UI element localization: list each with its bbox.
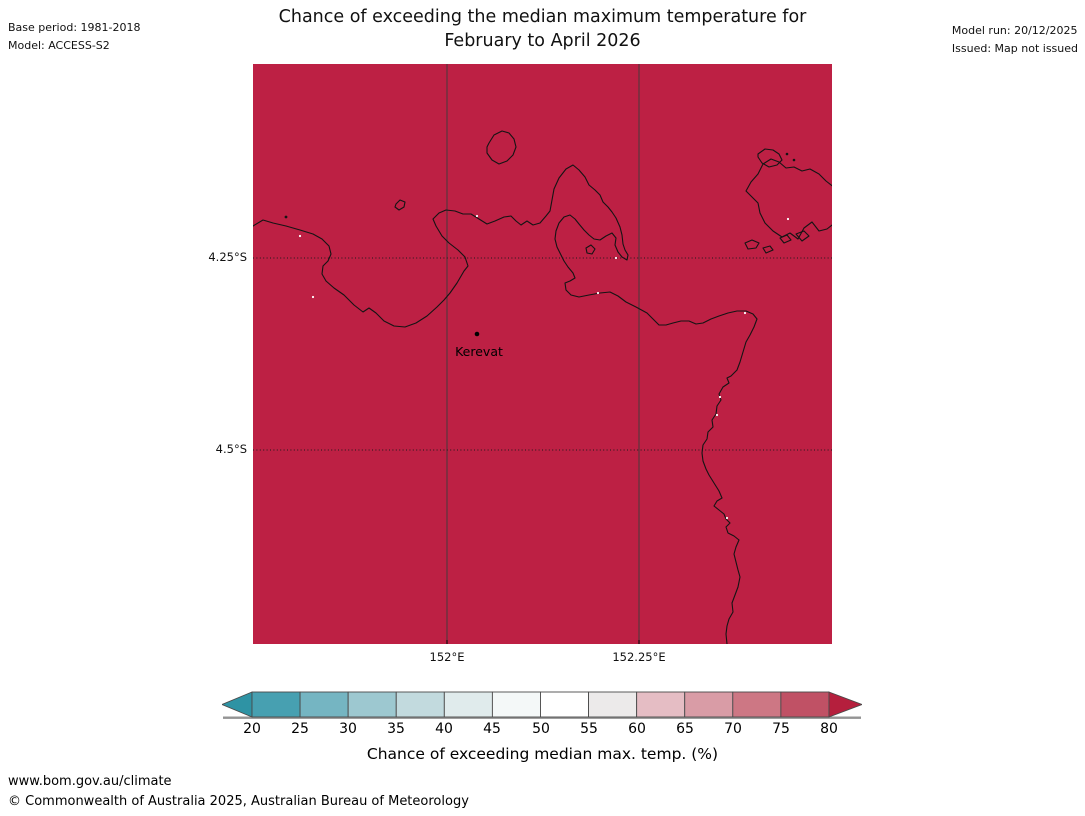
map-svg: Kerevat [253, 64, 832, 644]
colorbar-tick: 20 [243, 721, 261, 737]
colorbar-segment [732, 691, 782, 718]
footer-copyright: © Commonwealth of Australia 2025, Austra… [8, 794, 469, 809]
kerevat-marker-dot [474, 331, 480, 337]
model-label: Model: ACCESS-S2 [8, 39, 110, 52]
coastline-watom-island [486, 130, 517, 165]
colorbar-svg [220, 691, 864, 719]
colorbar-segment [780, 691, 830, 718]
colorbar-right-arrow [828, 691, 864, 718]
colorbar-segment [491, 691, 541, 718]
model-run-label: Model run: 20/12/2025 [951, 24, 1078, 37]
colorbar [220, 690, 864, 726]
issued-label: Issued: Map not issued [951, 42, 1078, 55]
colorbar-segment [395, 691, 445, 718]
coastline-duke-of-york-main [745, 158, 832, 240]
colorbar-tick: 55 [580, 721, 598, 737]
colorbar-tick: 70 [724, 721, 742, 737]
islet-speck-1 [785, 152, 789, 156]
colorbar-tick: 35 [387, 721, 405, 737]
colorbar-tick: 75 [772, 721, 790, 737]
map-background [253, 64, 832, 644]
colorbar-tick: 50 [532, 721, 550, 737]
colorbar-segment [443, 691, 493, 718]
colorbar-segment [684, 691, 734, 718]
coastline-islets [744, 230, 810, 254]
colorbar-tick: 60 [628, 721, 646, 737]
colorbar-tick: 45 [483, 721, 501, 737]
islet-speck-2 [792, 158, 796, 162]
colorbar-shadow [223, 716, 861, 719]
page-title-line1: Chance of exceeding the median maximum t… [278, 7, 807, 27]
colorbar-segment [299, 691, 349, 718]
lat-tick-4-5s: 4.5°S [215, 442, 247, 456]
colorbar-segment [588, 691, 638, 718]
coastline-harbour-islet [585, 244, 596, 255]
colorbar-tick: 30 [339, 721, 357, 737]
base-period-label: Base period: 1981-2018 [8, 21, 141, 34]
colorbar-tick: 25 [291, 721, 309, 737]
colorbar-tick: 40 [435, 721, 453, 737]
model-info: Base period: 1981-2018 Model: ACCESS-S2 [8, 19, 140, 55]
colorbar-segment [636, 691, 686, 718]
page-title-line2: February to April 2026 [444, 30, 641, 51]
coastal-station-dots [298, 214, 790, 520]
colorbar-label: Chance of exceeding median max. temp. (%… [366, 745, 719, 763]
kerevat-label: Kerevat [455, 344, 503, 359]
colorbar-left-arrow [220, 691, 253, 718]
page-title: Chance of exceeding the median maximum t… [0, 6, 1085, 53]
colorbar-tick: 65 [676, 721, 694, 737]
footer-url: www.bom.gov.au/climate [8, 774, 172, 789]
map-canvas: Kerevat [253, 64, 832, 644]
lat-tick-4-25s: 4.25°S [208, 250, 247, 264]
coastline-duke-of-york-nw-island [757, 148, 783, 168]
colorbar-segment [347, 691, 397, 718]
colorbar-segment [251, 691, 301, 718]
coastline-small-island [394, 199, 406, 211]
lon-tick-152e: 152°E [429, 650, 465, 664]
lon-tick-152-25e: 152.25°E [612, 650, 666, 664]
colorbar-tick: 80 [820, 721, 838, 737]
coastline-mainland [253, 164, 758, 644]
colorbar-segment [540, 691, 590, 718]
run-info: Model run: 20/12/2025 Issued: Map not is… [952, 22, 1078, 58]
islet-dot [284, 215, 288, 219]
